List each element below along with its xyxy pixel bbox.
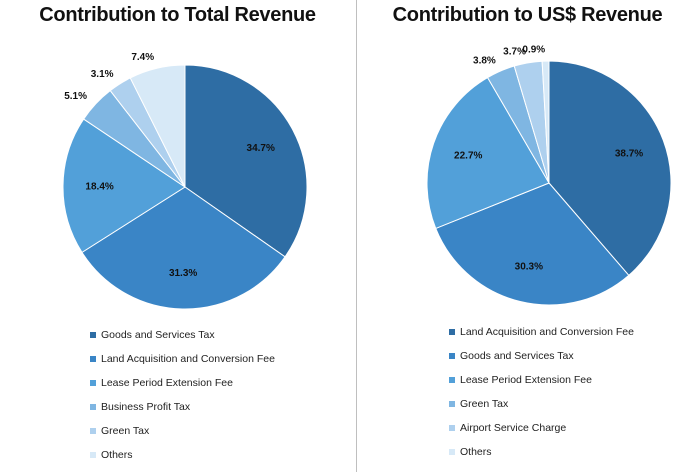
legend-item-others: Others (449, 440, 634, 464)
legend-label: Lease Period Extension Fee (460, 374, 592, 386)
pie-slice-land-acquisition-and-conversion-fee (81, 186, 286, 310)
legend-swatch (449, 425, 455, 431)
legend-item-land-acquisition-and-conversion-fee: Land Acquisition and Conversion Fee (449, 320, 634, 344)
legend-swatch (449, 353, 455, 359)
chart-title: Contribution to US$ Revenue (392, 4, 663, 26)
legend-label: Airport Service Charge (460, 422, 567, 434)
chart-title: Contribution to Total Revenue (39, 4, 316, 26)
chart-total-revenue: Contribution to Total Revenue 34.7% 31.3%… (39, 4, 316, 467)
slice-label-business-profit-tax: 5.1% (64, 91, 87, 102)
legend-item-lease-period-extension-fee: Lease Period Extension Fee (449, 368, 634, 392)
legend-swatch (90, 380, 96, 386)
legend-label: Others (101, 449, 133, 461)
slice-label-green-tax: 3.8% (473, 55, 496, 66)
legend-item-business-profit-tax: Business Profit Tax (90, 395, 275, 419)
slice-label-land-acquisition-and-conversion-fee: 31.3% (169, 268, 197, 279)
pie-slice-lease-period-extension-fee (426, 76, 550, 230)
legend-item-airport-service-charge: Airport Service Charge (449, 416, 634, 440)
pie-chart-usd-revenue: 38.7% 30.3% 22.7% 3.8% 3.7%0.9% (426, 45, 672, 306)
legend-label: Lease Period Extension Fee (101, 377, 233, 389)
legend-label: Green Tax (101, 425, 150, 437)
legend-label: Goods and Services Tax (101, 329, 215, 341)
pie-slice-goods-and-services-tax (184, 64, 308, 258)
legend-item-goods-and-services-tax: Goods and Services Tax (90, 323, 275, 347)
slice-label-airport-service-charge: 3.7% (503, 46, 526, 57)
legend-item-green-tax: Green Tax (90, 419, 275, 443)
legend-swatch (449, 401, 455, 407)
pie-slice-goods-and-services-tax (435, 182, 630, 306)
slice-label-goods-and-services-tax: 34.7% (247, 143, 275, 154)
legend-label: Others (460, 446, 492, 458)
legend-swatch (90, 356, 96, 362)
legend-label: Business Profit Tax (101, 401, 191, 413)
slice-label-lease-period-extension-fee: 18.4% (85, 181, 113, 192)
legend-label: Green Tax (460, 398, 509, 410)
legend-swatch (90, 332, 96, 338)
pie-slice-others (541, 60, 550, 184)
slice-label-lease-period-extension-fee: 22.7% (454, 151, 482, 162)
legend-item-others: Others (90, 443, 275, 467)
slice-label-goods-and-services-tax: 30.3% (515, 261, 543, 272)
slice-label-land-acquisition-and-conversion-fee: 38.7% (615, 149, 643, 160)
legend-item-land-acquisition-and-conversion-fee: Land Acquisition and Conversion Fee (90, 347, 275, 371)
panel-divider (356, 0, 357, 472)
legend-item-green-tax: Green Tax (449, 392, 634, 416)
legend-total-revenue: Goods and Services Tax Land Acquisition a… (90, 323, 275, 467)
pie-slice-land-acquisition-and-conversion-fee (548, 60, 672, 277)
pie-slice-others (129, 64, 186, 188)
legend-label: Land Acquisition and Conversion Fee (101, 353, 275, 365)
legend-swatch (449, 377, 455, 383)
slice-label-others: 7.4% (131, 52, 154, 63)
chart-usd-revenue: Contribution to US$ Revenue 38.7% 30.3% 22… (359, 0, 696, 472)
legend-swatch (449, 449, 455, 455)
legend-usd-revenue: Land Acquisition and Conversion Fee Goods… (449, 320, 634, 464)
legend-label: Goods and Services Tax (460, 350, 574, 362)
legend-swatch (90, 404, 96, 410)
legend-swatch (90, 452, 96, 458)
legend-item-lease-period-extension-fee: Lease Period Extension Fee (90, 371, 275, 395)
legend-label: Land Acquisition and Conversion Fee (460, 326, 634, 338)
legend-swatch (90, 428, 96, 434)
slice-label-green-tax: 3.1% (91, 69, 114, 80)
legend-swatch (449, 329, 455, 335)
pie-chart-total-revenue: 34.7% 31.3% 18.4% 5.1% 3.1% 7.4% (62, 52, 308, 310)
pie-slice-lease-period-extension-fee (62, 118, 186, 254)
legend-item-goods-and-services-tax: Goods and Services Tax (449, 344, 634, 368)
slice-label-others: 0.9% (522, 45, 545, 56)
